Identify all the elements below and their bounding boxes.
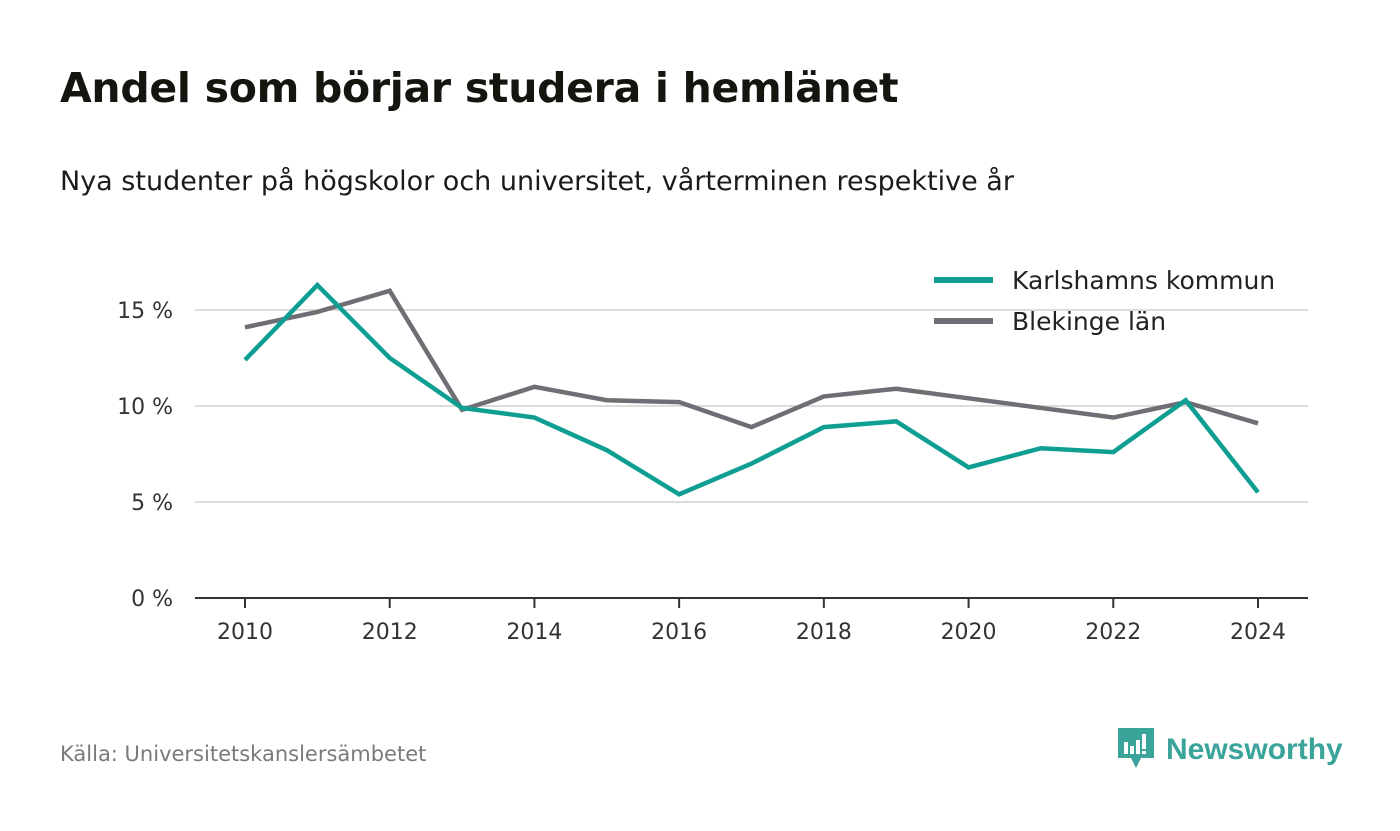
y-tick-label: 0 %: [131, 587, 173, 612]
legend-label-blekinge-l-n: Blekinge län: [1012, 307, 1166, 336]
x-tick-label: 2024: [1230, 620, 1286, 645]
grid-lines: [195, 309, 1308, 503]
y-tick-label: 5 %: [131, 491, 173, 516]
y-tick-label: 15 %: [117, 299, 173, 324]
x-tick-label: 2016: [651, 620, 707, 645]
x-tick-label: 2014: [506, 620, 562, 645]
y-tick-label: 10 %: [117, 395, 173, 420]
legend-label-karlshamns-kommun: Karlshamns kommun: [1012, 266, 1275, 295]
axes: 0 % 5 % 10 % 15 % 2010 2012 2014 2016 2018 2020 20…: [117, 299, 1308, 645]
x-tick-label: 2020: [941, 620, 997, 645]
series-line-karlshamns-kommun: [243, 281, 1260, 497]
series-lines: [243, 281, 1260, 497]
line-chart: 0 % 5 % 10 % 15 % 2010 2012 2014 2016 2018 2020 20…: [117, 266, 1308, 645]
chart-title: Andel som börjar studera i hemlänet: [60, 64, 899, 112]
newsworthy-logo-icon: [1118, 728, 1154, 768]
x-tick-label: 2012: [362, 620, 418, 645]
x-tick-label: 2022: [1085, 620, 1141, 645]
series-line-blekinge-l-n: [244, 288, 1259, 430]
legend: Karlshamns kommun Blekinge län: [934, 266, 1275, 336]
x-tick-label: 2018: [796, 620, 852, 645]
brand-name: Newsworthy: [1166, 733, 1343, 766]
x-tick-label: 2010: [217, 620, 273, 645]
chart-subtitle: Nya studenter på högskolor och universit…: [60, 166, 1014, 197]
brand-logo: Newsworthy: [1118, 728, 1343, 772]
source-note: Källa: Universitetskanslersämbetet: [60, 742, 427, 766]
